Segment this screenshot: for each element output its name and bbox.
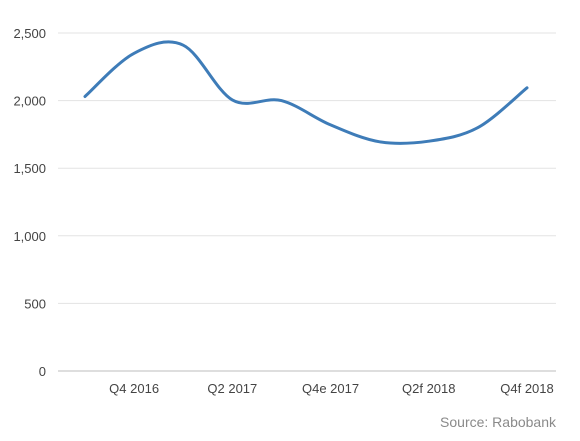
- y-tick-label: 0: [39, 364, 46, 379]
- x-axis-tick-labels: Q4 2016 Q2 2017 Q4e 2017 Q2f 2018 Q4f 2018: [109, 381, 554, 396]
- gridlines: [58, 32, 556, 372]
- x-tick-label: Q4e 2017: [302, 381, 359, 396]
- y-axis-tick-labels: 0 500 1,000 1,500 2,000 2,500: [13, 26, 46, 379]
- x-tick-label: Q2f 2018: [402, 381, 456, 396]
- x-tick-label: Q4f 2018: [500, 381, 554, 396]
- y-tick-label: 2,500: [13, 26, 46, 41]
- y-tick-label: 2,000: [13, 94, 46, 109]
- y-tick-label: 500: [24, 296, 46, 311]
- x-tick-label: Q4 2016: [109, 381, 159, 396]
- x-tick-label: Q2 2017: [207, 381, 257, 396]
- series-group: [83, 40, 529, 145]
- y-tick-label: 1,000: [13, 229, 46, 244]
- source-note: Source: Rabobank: [440, 414, 556, 430]
- y-tick-label: 1,500: [13, 161, 46, 176]
- series-line: [83, 40, 529, 145]
